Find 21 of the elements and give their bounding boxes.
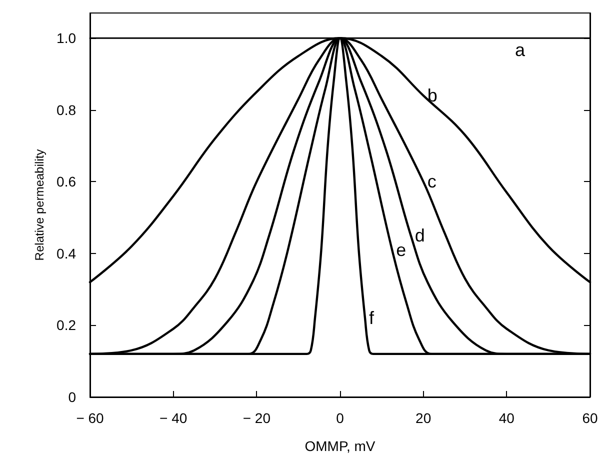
series-label: b [427, 86, 438, 106]
y-tick-label: 0.2 [56, 317, 76, 334]
x-tick-label: − 40 [160, 410, 188, 426]
y-tick-label: 0.4 [56, 245, 76, 262]
y-tick-label: 1.0 [56, 30, 76, 46]
series-label: e [396, 240, 406, 260]
x-tick-label: 20 [416, 410, 432, 426]
series-label: a [515, 40, 526, 60]
y-tick-label: 0 [68, 389, 76, 405]
series-label: f [369, 308, 375, 328]
y-tick-label: 0.8 [56, 102, 76, 118]
x-tick-label: − 60 [76, 410, 104, 426]
series-label: c [427, 172, 436, 192]
x-tick-label: 60 [582, 410, 598, 426]
x-tick-label: 0 [336, 410, 344, 426]
x-axis-title: OMMP, mV [304, 438, 376, 454]
x-tick-label: − 20 [242, 410, 271, 426]
x-tick-label: 40 [498, 410, 515, 426]
series-label: d [414, 226, 425, 246]
y-tick-label: 0.6 [56, 174, 76, 190]
y-axis-title: Relative permeability [32, 149, 47, 261]
